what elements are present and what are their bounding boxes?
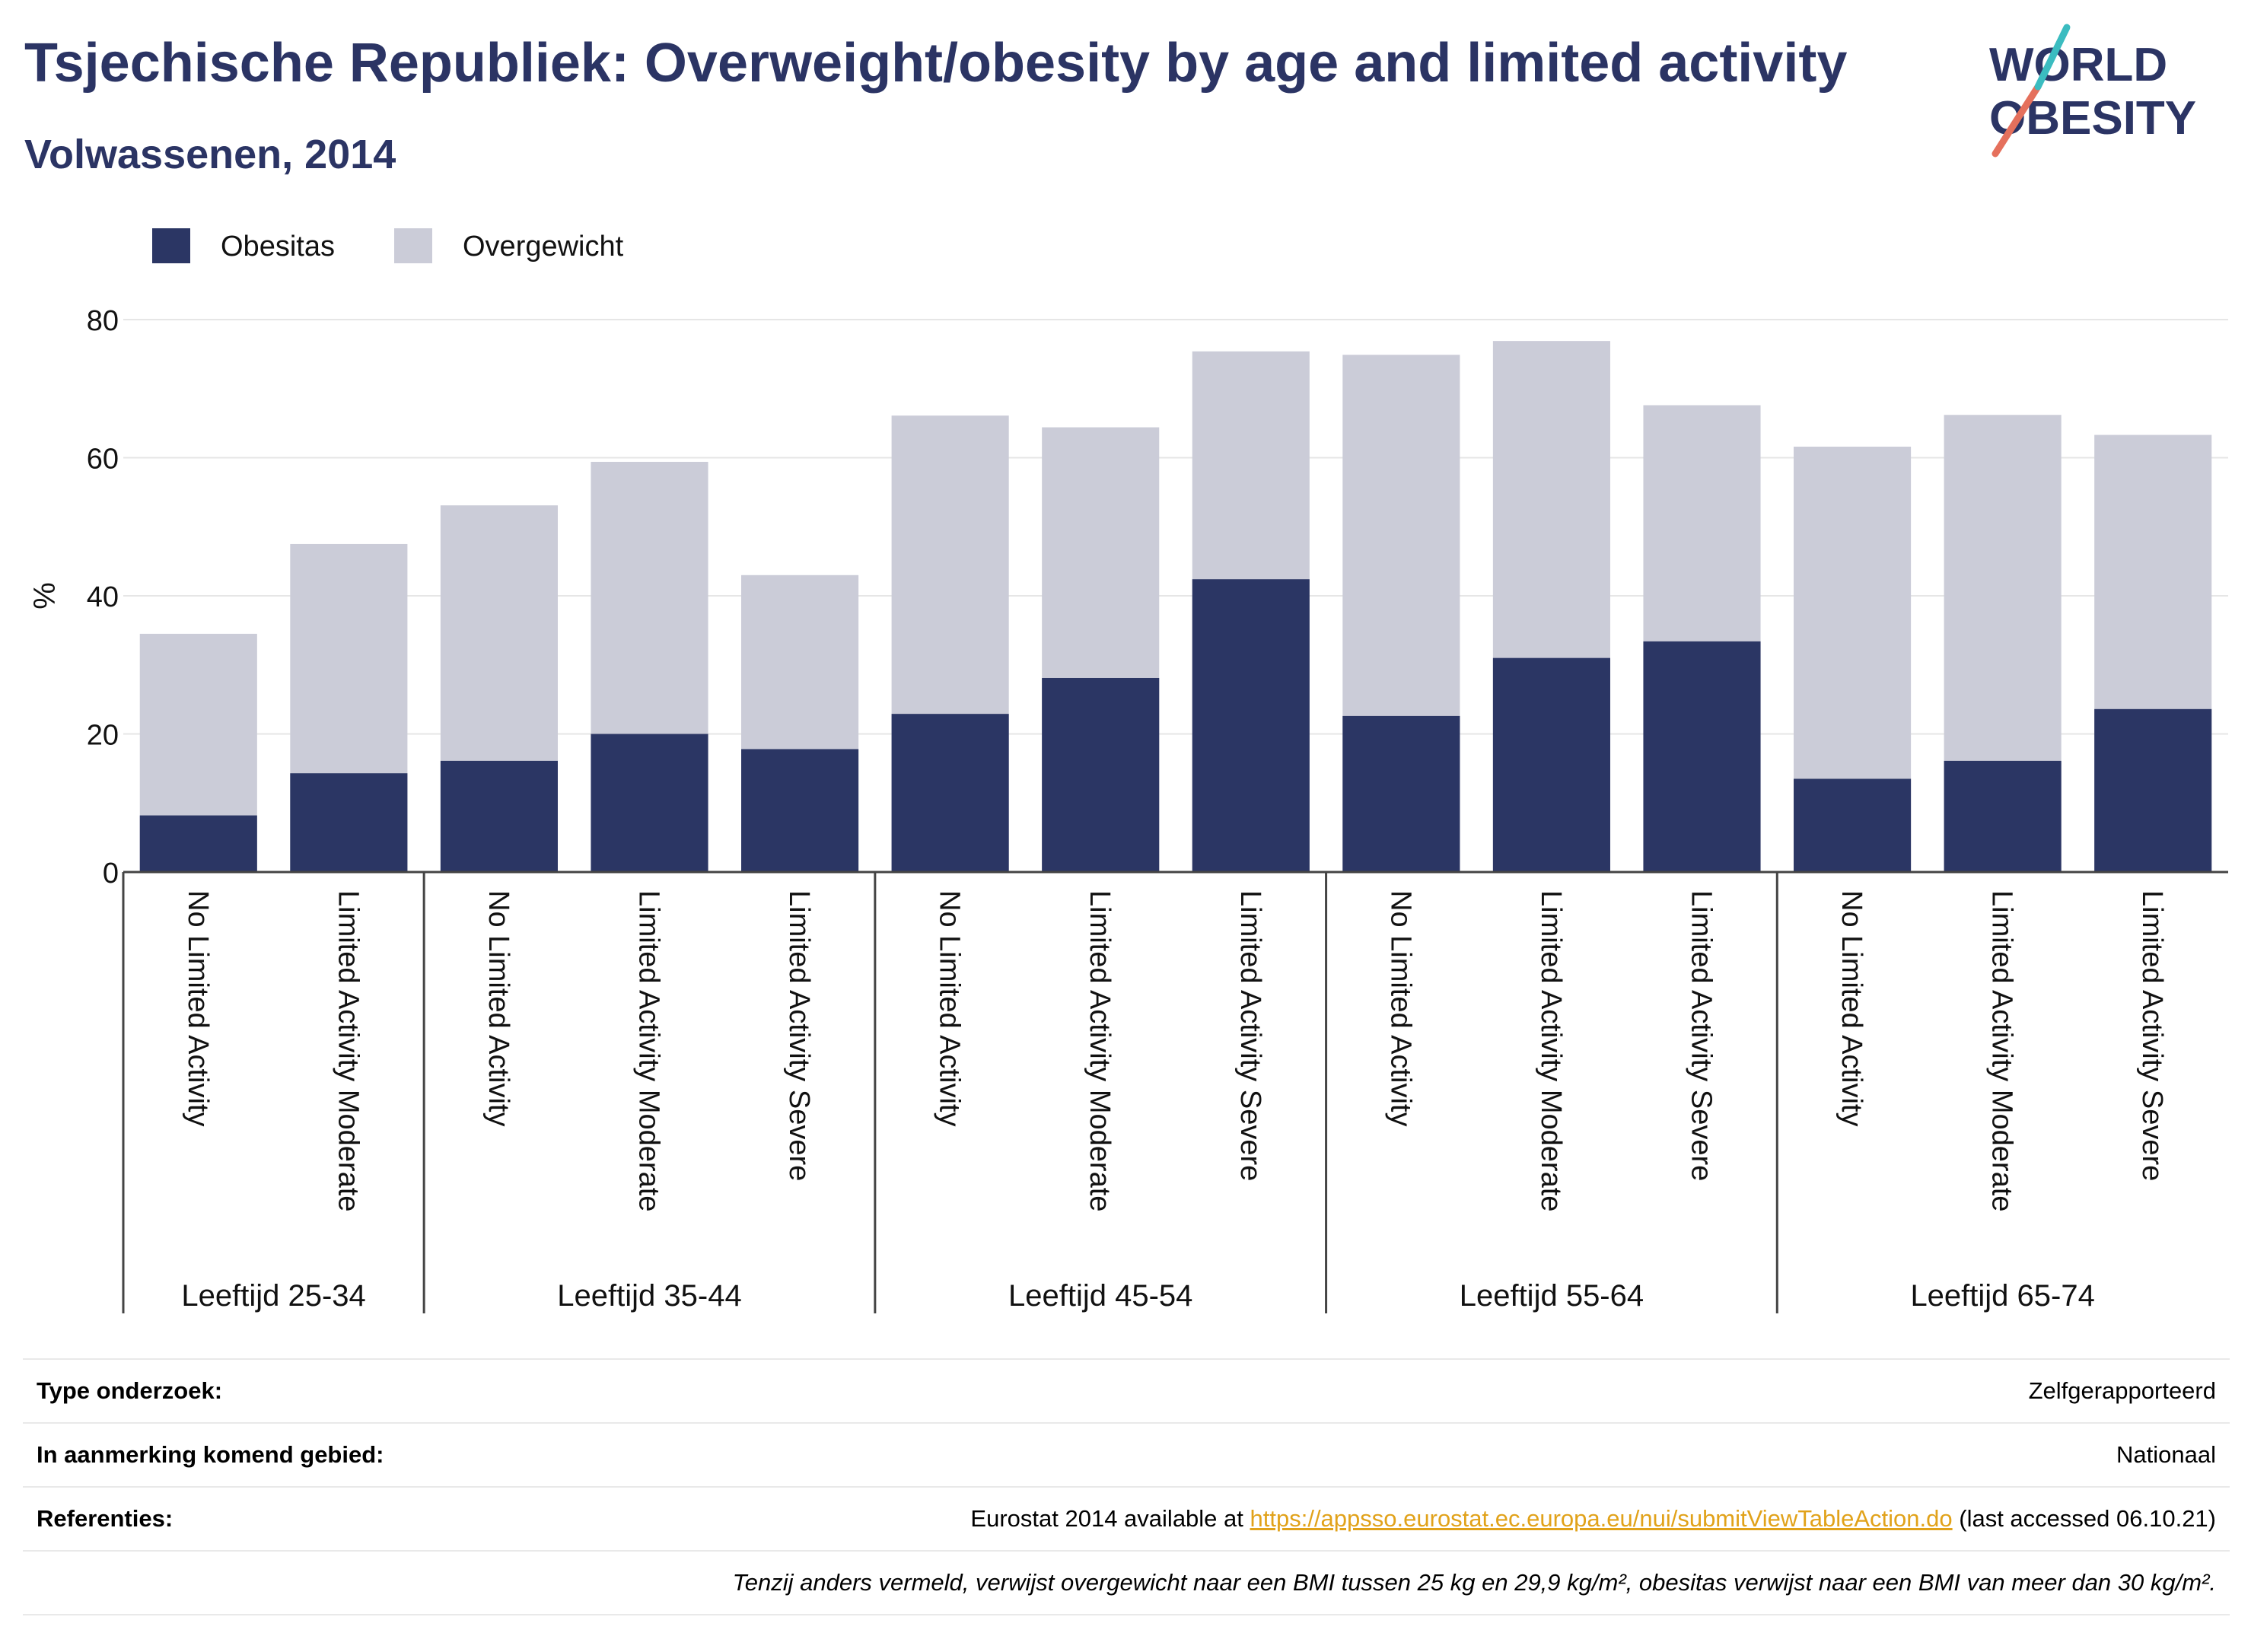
bar-obesitas [1794, 778, 1912, 872]
info-table: Type onderzoek: Zelfgerapporteerd In aan… [23, 1358, 2230, 1615]
bar-obesitas [1192, 579, 1310, 872]
bar-obesitas [2094, 708, 2212, 872]
x-tick-label: No Limited Activity [1384, 890, 1416, 1126]
chart-subtitle: Volwassenen, 2014 [24, 132, 396, 177]
logo-stroke-teal [2034, 24, 2071, 91]
x-tick-label: Limited Activity Moderate [332, 890, 364, 1211]
group-label: Leeftijd 25-34 [181, 1279, 365, 1313]
legend-label-obesitas: Obesitas [221, 231, 335, 263]
bar-obesitas [290, 773, 408, 872]
x-tick-label: Limited Activity Moderate [1535, 890, 1567, 1211]
legend: Obesitas Overgewicht [152, 228, 624, 263]
legend-swatch-overgewicht [394, 228, 432, 263]
world-obesity-logo: WORLD OBESITY [1989, 24, 2196, 158]
logo-stroke-red [1992, 83, 2042, 158]
info-row-references: Referenties: Eurostat 2014 available at … [23, 1486, 2230, 1550]
logo-line1: WORLD [1989, 39, 2167, 91]
chart-title: Tsjechische Republiek: Overweight/obesit… [24, 33, 1848, 94]
reference-link[interactable]: https://appsso.eurostat.ec.europa.eu/nui… [1250, 1505, 1953, 1532]
type-label: Type onderzoek: [37, 1377, 223, 1404]
references-label: Referenties: [37, 1505, 174, 1532]
y-tick-label-40: 40 [87, 581, 119, 613]
bar-obesitas [741, 749, 859, 872]
axes: 0 20 40 60 80% No Limited Activity Limited Act… [28, 305, 2228, 1313]
x-tick-label: No Limited Activity [1836, 890, 1867, 1126]
info-row-type: Type onderzoek: Zelfgerapporteerd [23, 1358, 2230, 1422]
y-tick-label-60: 60 [87, 444, 119, 476]
reference-prefix: Eurostat 2014 available at [970, 1505, 1250, 1532]
x-tick-label: Limited Activity Severe [1686, 890, 1718, 1181]
bar-obesitas [1042, 677, 1160, 872]
legend-swatch-obesitas [152, 228, 190, 263]
x-tick-label: No Limited Activity [182, 890, 214, 1126]
x-tick-label: Limited Activity Moderate [1084, 890, 1116, 1211]
x-tick-label: Limited Activity Severe [2136, 890, 2168, 1181]
bar-obesitas [891, 714, 1009, 872]
group-label: Leeftijd 55-64 [1460, 1279, 1644, 1313]
bar-obesitas [1492, 657, 1610, 872]
y-tick-label-20: 20 [87, 720, 119, 752]
group-label: Leeftijd 35-44 [557, 1279, 741, 1313]
reference-suffix: (last accessed 06.10.21) [1952, 1505, 2216, 1532]
bar-obesitas [591, 734, 708, 872]
type-value: Zelfgerapporteerd [2028, 1377, 2216, 1404]
gridlines [123, 319, 2228, 735]
y-tick-label-80: 80 [87, 305, 119, 337]
info-row-area: In aanmerking komend gebied: Nationaal [23, 1422, 2230, 1486]
info-row-note: Tenzij anders vermeld, verwijst overgewi… [23, 1550, 2230, 1615]
bar-chart: Obesitas Overgewicht 0 20 40 60 80% No Limited… [28, 228, 2228, 1313]
area-value: Nationaal [2116, 1441, 2216, 1468]
bar-obesitas [1342, 715, 1460, 872]
area-label: In aanmerking komend gebied: [37, 1441, 384, 1468]
bars [139, 341, 2212, 873]
bar-obesitas [1643, 641, 1761, 872]
x-tick-label: Limited Activity Severe [783, 890, 815, 1181]
y-tick-label-0: 0 [103, 858, 119, 890]
bar-obesitas [1944, 760, 2062, 872]
x-tick-label: Limited Activity Moderate [633, 890, 665, 1211]
legend-label-overgewicht: Overgewicht [463, 231, 624, 263]
y-axis-label: % [28, 582, 62, 610]
x-tick-label: Limited Activity Moderate [1986, 890, 2018, 1211]
logo-line2: OBESITY [1989, 92, 2196, 145]
bar-obesitas [139, 815, 257, 872]
x-tick-label: No Limited Activity [482, 890, 514, 1126]
bar-obesitas [440, 760, 558, 872]
references-value: Eurostat 2014 available at https://appss… [970, 1505, 2216, 1533]
group-label: Leeftijd 65-74 [1910, 1279, 2094, 1313]
x-tick-label: Limited Activity Severe [1234, 890, 1266, 1181]
x-tick-label: No Limited Activity [934, 890, 966, 1126]
definition-note: Tenzij anders vermeld, verwijst overgewi… [732, 1569, 2216, 1596]
group-label: Leeftijd 45-54 [1008, 1279, 1192, 1313]
